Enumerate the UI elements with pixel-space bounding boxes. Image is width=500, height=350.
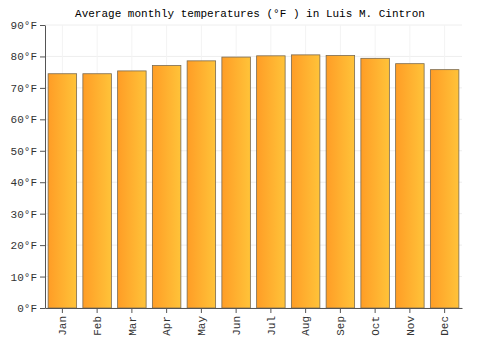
y-tick-label: 40°F (11, 177, 37, 189)
x-tick-label: Dec (439, 316, 451, 336)
x-tick: May (196, 308, 208, 336)
x-tick-label: Feb (92, 316, 104, 336)
x-tick-label: Mar (127, 316, 139, 336)
x-tick: Feb (92, 308, 104, 336)
x-tick: Nov (405, 308, 417, 336)
grid-line (45, 25, 462, 26)
grid (45, 25, 462, 308)
x-axis-line (46, 308, 463, 309)
y-tick-label: 70°F (11, 83, 37, 95)
x-tick-label: Apr (161, 316, 173, 336)
bar (257, 56, 285, 308)
plot: 0°F 10°F 20°F 30°F 40°F 50°F 60°F 70°F 80°F 90°F J… (11, 20, 463, 336)
x-tick: Aug (300, 308, 312, 336)
chart: Average monthly temperatures (°F ) in Lu… (0, 0, 500, 350)
bars (48, 55, 459, 308)
bar (396, 64, 424, 308)
bar (118, 71, 146, 308)
bar (83, 74, 111, 308)
bar (291, 55, 319, 308)
y-tick: 20°F (11, 240, 45, 252)
x-tick-mark (270, 308, 271, 313)
x-tick: Oct (370, 308, 382, 336)
x-tick-label: Aug (300, 316, 312, 336)
x-tick: Dec (439, 308, 451, 336)
bar (361, 58, 389, 308)
y-tick-mark (40, 25, 45, 26)
y-tick: 80°F (11, 51, 45, 63)
y-tick: 0°F (17, 303, 45, 315)
x-tick: Sep (335, 308, 347, 336)
title: Average monthly temperatures (°F ) in Lu… (75, 8, 425, 20)
y-axis: 0°F 10°F 20°F 30°F 40°F 50°F 60°F 70°F 80°F 90°F (11, 20, 46, 315)
x-tick-mark (305, 308, 306, 313)
x-tick-mark (62, 308, 63, 313)
y-tick-label: 20°F (11, 240, 37, 252)
y-tick-label: 80°F (11, 51, 37, 63)
x-tick-mark (131, 308, 132, 313)
x-tick-mark (375, 308, 376, 313)
bar (187, 61, 215, 308)
x-tick: Jul (266, 308, 278, 336)
y-tick-label: 0°F (17, 303, 37, 315)
y-tick: 10°F (11, 272, 45, 284)
x-tick-label: Jun (231, 316, 243, 336)
y-tick-mark (40, 151, 45, 152)
x-tick: Jun (231, 308, 243, 336)
y-tick-mark (40, 245, 45, 246)
y-tick: 50°F (11, 146, 45, 158)
y-tick-mark (40, 277, 45, 278)
grid-line (45, 56, 462, 57)
bar (326, 56, 354, 308)
x-tick-label: Nov (405, 316, 417, 336)
x-axis: Jan Feb Mar Apr May Jun Jul Aug Sep Oct Nov Dec (46, 308, 463, 336)
y-tick-mark (40, 182, 45, 183)
x-tick-label: Oct (370, 316, 382, 336)
y-tick: 60°F (11, 114, 45, 126)
y-tick-label: 50°F (11, 146, 37, 158)
y-tick-mark (40, 88, 45, 89)
y-tick-label: 60°F (11, 114, 37, 126)
x-tick: Jan (57, 308, 69, 336)
x-tick-mark (236, 308, 237, 313)
y-tick: 70°F (11, 83, 45, 95)
y-tick-label: 30°F (11, 209, 37, 221)
x-tick-label: Jul (266, 316, 278, 336)
y-tick-mark (40, 308, 45, 309)
x-tick-mark (444, 308, 445, 313)
y-tick-mark (40, 56, 45, 57)
y-tick-mark (40, 119, 45, 120)
x-tick-mark (409, 308, 410, 313)
y-tick-label: 10°F (11, 272, 37, 284)
x-tick-mark (340, 308, 341, 313)
x-tick-label: Sep (335, 316, 347, 336)
y-tick: 30°F (11, 209, 45, 221)
x-tick-mark (201, 308, 202, 313)
x-tick-label: May (196, 316, 208, 336)
bar (430, 70, 458, 308)
y-tick: 90°F (11, 20, 45, 32)
y-tick-mark (40, 214, 45, 215)
y-tick-label: 90°F (11, 20, 37, 32)
x-tick: Mar (127, 308, 139, 336)
x-tick: Apr (161, 308, 173, 336)
x-tick-mark (97, 308, 98, 313)
bar (152, 66, 180, 308)
x-tick-mark (166, 308, 167, 313)
y-axis-line (45, 26, 46, 309)
x-tick-label: Jan (57, 316, 69, 336)
y-tick: 40°F (11, 177, 45, 189)
bar (222, 57, 250, 308)
bar (48, 74, 76, 308)
